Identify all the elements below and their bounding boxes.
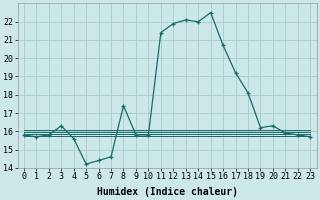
X-axis label: Humidex (Indice chaleur): Humidex (Indice chaleur) <box>97 186 237 197</box>
